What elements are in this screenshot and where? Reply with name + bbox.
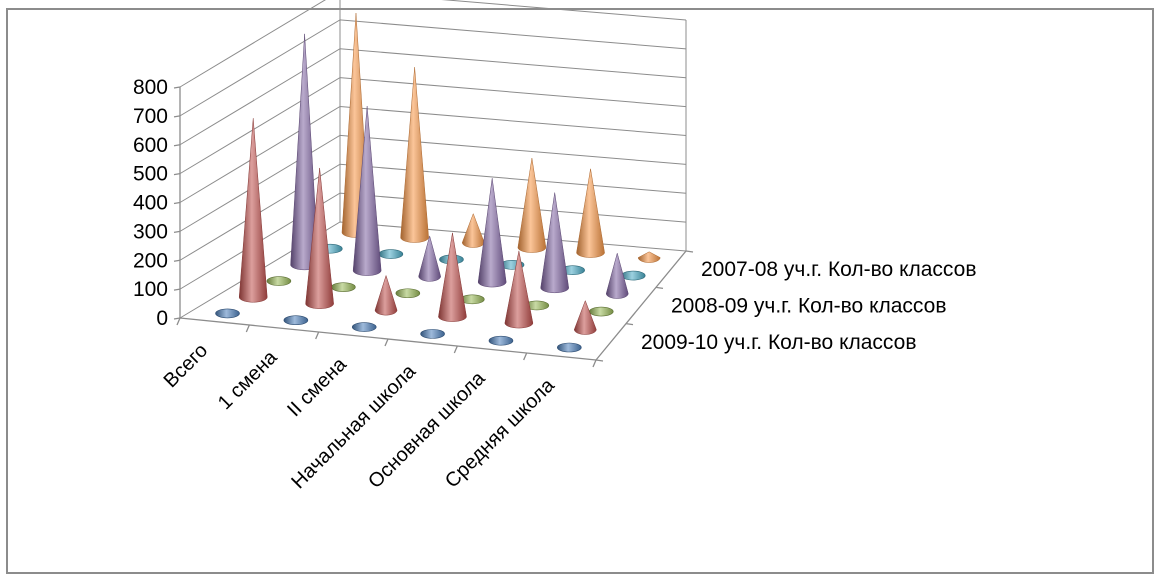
chart-walls xyxy=(173,0,694,368)
x-tick-mark xyxy=(384,338,389,347)
cone-mark xyxy=(400,67,429,243)
depth-tick-mark xyxy=(595,359,604,362)
series-label: 2008-09 уч.г. Кол-во классов xyxy=(671,295,947,318)
cone-mark xyxy=(540,192,569,294)
cone-base-mark xyxy=(620,270,646,281)
y-tick-mark xyxy=(173,86,181,89)
x-tick-mark xyxy=(592,359,597,368)
gridline xyxy=(179,19,687,117)
x-tick-mark xyxy=(176,317,181,326)
cone-mark xyxy=(576,168,605,258)
x-tick-mark xyxy=(453,345,458,354)
y-tick-label: 200 xyxy=(133,249,168,272)
category-label: Начальная школа xyxy=(287,360,420,493)
depth-tick-mark xyxy=(685,250,694,253)
cone-base-mark xyxy=(283,315,309,326)
depth-tick-mark xyxy=(655,286,664,289)
cone-mark xyxy=(605,252,629,299)
y-tick-mark xyxy=(173,230,181,234)
cone-mark xyxy=(418,234,441,282)
cone-mark xyxy=(462,212,485,248)
cone-mark xyxy=(305,167,334,309)
cone-mark xyxy=(517,157,547,253)
cone-base-mark xyxy=(266,276,292,286)
y-tick-label: 0 xyxy=(156,307,168,330)
y-tick-label: 800 xyxy=(133,76,168,99)
x-axis-categories: Всего 1 смена II смена Начальная школа О… xyxy=(160,339,560,493)
y-tick-label: 400 xyxy=(133,192,168,215)
category-label: II смена xyxy=(283,353,351,421)
cone-mark xyxy=(352,105,382,276)
gridline xyxy=(179,48,687,146)
y-tick-mark xyxy=(173,172,181,176)
y-tick-label: 700 xyxy=(133,105,168,128)
cone-base-mark xyxy=(395,288,421,299)
category-label: 1 смена xyxy=(214,346,282,414)
cone-base-mark xyxy=(488,335,514,346)
cone-mark xyxy=(238,118,268,303)
y-tick-mark xyxy=(173,259,181,262)
y-tick-label: 100 xyxy=(133,278,168,301)
depth-axis-line xyxy=(595,250,687,361)
cone-base-mark xyxy=(588,306,614,317)
x-tick-mark xyxy=(245,324,250,333)
cone-mark xyxy=(504,250,534,329)
y-tick-mark xyxy=(173,288,181,291)
cone-mark xyxy=(477,178,507,288)
depth-tick-mark xyxy=(625,323,634,326)
y-tick-mark xyxy=(173,201,181,205)
x-tick-mark xyxy=(315,331,320,340)
series-label: 2009-10 уч.г. Кол-во классов xyxy=(641,331,917,354)
y-tick-label: 500 xyxy=(133,163,168,186)
y-tick-label: 300 xyxy=(133,220,168,243)
gridline xyxy=(179,0,687,88)
category-label: Всего xyxy=(160,339,213,392)
cone-base-mark xyxy=(215,308,240,319)
cone-mark xyxy=(637,251,661,263)
chart-frame xyxy=(6,8,1154,574)
y-tick-mark xyxy=(173,317,181,320)
cone-base-mark xyxy=(378,249,404,259)
series-axis-labels: 2007-08 уч.г. Кол-во классов 2008-09 уч.… xyxy=(641,258,977,354)
y-tick-mark xyxy=(173,115,181,118)
cone-base-mark xyxy=(351,322,377,332)
y-axis-ticks: 0 100 200 300 400 500 600 700 800 xyxy=(133,76,168,330)
cone-base-mark xyxy=(557,342,582,353)
cone-base-mark xyxy=(331,282,356,292)
cone-base-mark xyxy=(420,329,445,339)
cone-mark xyxy=(438,232,467,322)
x-tick-mark xyxy=(523,352,528,361)
y-tick-label: 600 xyxy=(133,134,168,157)
series-label: 2007-08 уч.г. Кол-во классов xyxy=(701,258,977,281)
cone-mark xyxy=(574,299,597,335)
y-tick-mark xyxy=(173,144,181,147)
cone-mark xyxy=(374,274,398,316)
cone-marks xyxy=(215,13,661,353)
